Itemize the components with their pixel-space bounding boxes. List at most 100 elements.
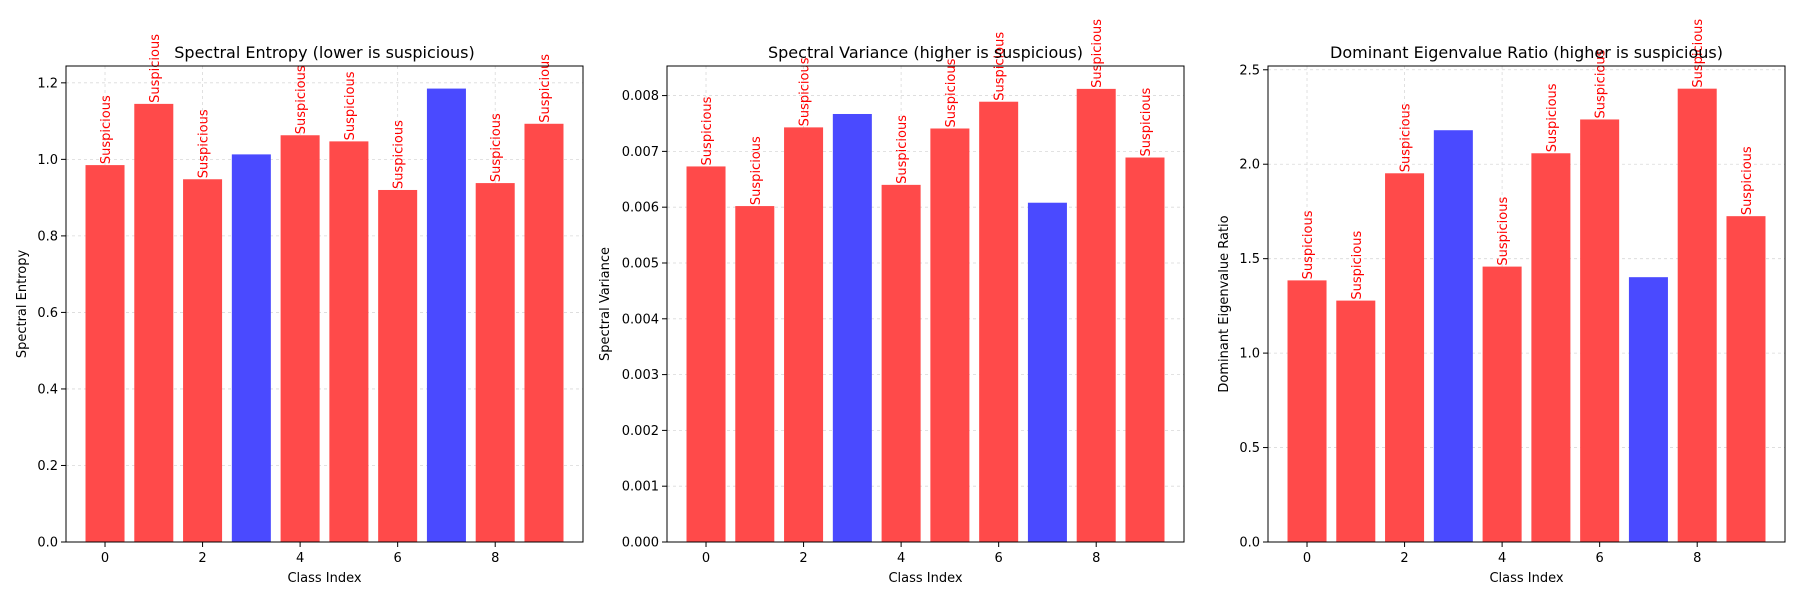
y-axis-label: Spectral Variance — [598, 247, 613, 361]
chart-title: Spectral Entropy (lower is suspicious) — [174, 43, 475, 62]
x-tick-label: 8 — [491, 551, 499, 566]
axes-frame — [1267, 65, 1786, 543]
x-tick-label: 6 — [394, 551, 402, 566]
suspicious-label: Suspicious — [1090, 19, 1105, 88]
y-tick-label: 0.4 — [37, 382, 58, 397]
suspicious-label: Suspicious — [1350, 231, 1365, 300]
bar-suspicious — [735, 206, 775, 542]
chart-panel-0: Suspicious Suspicious Suspicious Suspicious… — [15, 34, 584, 586]
suspicious-label: Suspicious — [1594, 49, 1609, 118]
suspicious-label: Suspicious — [148, 34, 163, 103]
x-tick-label: 8 — [1693, 551, 1701, 566]
chart-panel-1: Suspicious Suspicious Suspicious Suspicious… — [598, 19, 1185, 586]
bar-suspicious — [378, 189, 418, 542]
y-tick-label: 0.006 — [622, 201, 659, 216]
suspicious-label: Suspicious — [895, 115, 910, 184]
bar-suspicious — [881, 184, 921, 543]
x-tick-label: 4 — [897, 551, 905, 566]
x-tick-label: 6 — [995, 551, 1003, 566]
y-tick-label: 0.008 — [622, 89, 659, 104]
y-tick-label: 1.5 — [1239, 252, 1260, 267]
y-tick-label: 0.8 — [37, 229, 58, 244]
y-tick-label: 0.007 — [622, 145, 659, 160]
x-tick-label: 6 — [1596, 551, 1604, 566]
suspicious-label: Suspicious — [749, 136, 764, 205]
suspicious-label: Suspicious — [1496, 197, 1511, 266]
suspicious-label: Suspicious — [798, 57, 813, 126]
x-axis-label: Class Index — [888, 571, 962, 586]
x-tick-label: 4 — [296, 551, 304, 566]
bar-suspicious — [280, 135, 320, 542]
bar-normal — [231, 154, 271, 542]
suspicious-label: Suspicious — [944, 58, 959, 127]
bar-suspicious — [979, 101, 1019, 542]
bar-suspicious — [1531, 153, 1571, 542]
y-tick-label: 0.5 — [1239, 441, 1260, 456]
y-tick-label: 0.6 — [37, 306, 58, 321]
y-tick-label: 0.002 — [622, 424, 659, 439]
suspicious-label: Suspicious — [99, 95, 114, 164]
x-axis-label: Class Index — [287, 571, 361, 586]
bar-suspicious — [1287, 280, 1327, 542]
chart-title: Dominant Eigenvalue Ratio (higher is sus… — [1330, 43, 1723, 62]
y-tick-label: 0.000 — [622, 536, 659, 551]
suspicious-label: Suspicious — [1691, 19, 1706, 88]
y-tick-label: 2.0 — [1239, 158, 1260, 173]
bar-normal — [426, 88, 466, 542]
y-tick-label: 0.005 — [622, 256, 659, 271]
x-tick-label: 0 — [702, 551, 710, 566]
suspicious-label: Suspicious — [1139, 87, 1154, 156]
x-tick-label: 2 — [799, 551, 807, 566]
y-tick-label: 1.2 — [37, 76, 58, 91]
bar-suspicious — [930, 128, 970, 542]
bar-suspicious — [329, 141, 369, 542]
bar-normal — [1628, 277, 1668, 542]
suspicious-label: Suspicious — [538, 54, 553, 123]
bar-suspicious — [1677, 88, 1717, 543]
y-tick-label: 0.0 — [1239, 536, 1260, 551]
suspicious-label: Suspicious — [294, 65, 309, 134]
y-tick-label: 0.003 — [622, 368, 659, 383]
x-tick-label: 2 — [198, 551, 206, 566]
bar-suspicious — [1385, 173, 1425, 543]
suspicious-label: Suspicious — [1545, 83, 1560, 152]
y-tick-label: 0.001 — [622, 480, 659, 495]
x-tick-label: 0 — [101, 551, 109, 566]
x-tick-label: 8 — [1092, 551, 1100, 566]
chart-panel-2: Suspicious Suspicious Suspicious Suspicious… — [1217, 19, 1786, 586]
suspicious-label: Suspicious — [700, 96, 715, 165]
bar-suspicious — [784, 127, 824, 542]
bar-suspicious — [1580, 119, 1620, 542]
x-tick-label: 4 — [1498, 551, 1506, 566]
x-tick-label: 2 — [1400, 551, 1408, 566]
y-tick-label: 1.0 — [1239, 347, 1260, 362]
suspicious-label: Suspicious — [343, 71, 358, 140]
bar-suspicious — [85, 165, 125, 542]
bar-normal — [1027, 202, 1067, 542]
y-tick-label: 1.0 — [37, 153, 58, 168]
axes-frame — [65, 65, 584, 543]
bar-suspicious — [1336, 300, 1376, 542]
y-tick-label: 0.2 — [37, 459, 58, 474]
suspicious-label: Suspicious — [197, 109, 212, 178]
bar-normal — [1433, 130, 1473, 542]
y-tick-label: 2.5 — [1239, 63, 1260, 78]
bar-suspicious — [1726, 216, 1766, 542]
axes-frame — [666, 65, 1185, 543]
bar-normal — [832, 113, 872, 542]
x-axis-label: Class Index — [1489, 571, 1563, 586]
bar-suspicious — [524, 123, 564, 542]
y-tick-label: 0.004 — [622, 312, 659, 327]
suspicious-label: Suspicious — [1301, 210, 1316, 279]
bar-suspicious — [134, 103, 174, 542]
y-axis-label: Spectral Entropy — [15, 250, 30, 359]
chart-title: Spectral Variance (higher is suspicious) — [768, 43, 1083, 62]
bar-suspicious — [183, 179, 223, 543]
x-tick-label: 0 — [1303, 551, 1311, 566]
suspicious-label: Suspicious — [489, 113, 504, 182]
bar-suspicious — [1125, 157, 1165, 542]
bar-suspicious — [1482, 266, 1522, 542]
y-axis-label: Dominant Eigenvalue Ratio — [1217, 215, 1232, 392]
suspicious-label: Suspicious — [392, 120, 407, 189]
